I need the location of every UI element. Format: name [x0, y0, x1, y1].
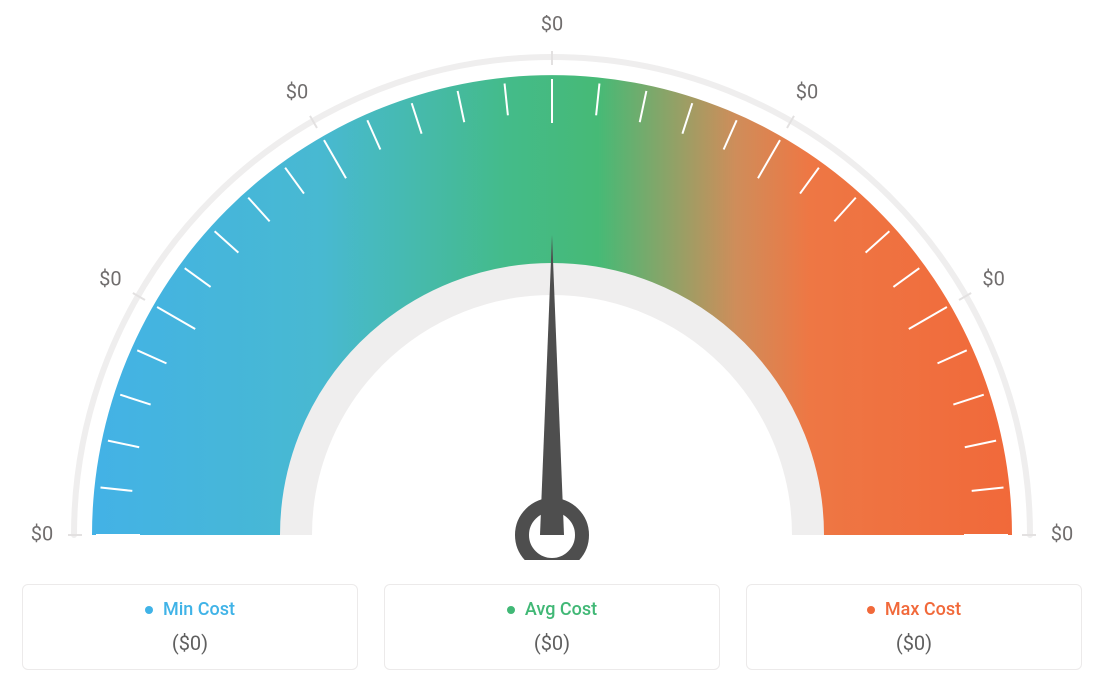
gauge-svg: $0 $0 $0 $0 $0 $0 $0 [22, 15, 1082, 560]
legend-card-min: Min Cost ($0) [22, 584, 358, 670]
legend-card-max: Max Cost ($0) [746, 584, 1082, 670]
svg-text:$0: $0 [99, 266, 121, 290]
svg-text:$0: $0 [286, 80, 308, 104]
legend-value-min: ($0) [33, 631, 347, 655]
legend-label-avg: Avg Cost [525, 601, 597, 619]
svg-text:$0: $0 [796, 80, 818, 104]
legend-dot-max [867, 606, 875, 614]
svg-text:$0: $0 [31, 521, 53, 545]
cost-gauge-widget: $0 $0 $0 $0 $0 $0 $0 Min Cost ($0) Avg Cost ($… [0, 0, 1104, 690]
legend-dot-min [145, 606, 153, 614]
legend-row: Min Cost ($0) Avg Cost ($0) Max Cost ($0… [22, 584, 1082, 670]
legend-label-min: Min Cost [163, 601, 235, 619]
legend-dot-avg [507, 606, 515, 614]
legend-card-avg: Avg Cost ($0) [384, 584, 720, 670]
legend-label-max: Max Cost [885, 601, 961, 619]
legend-value-max: ($0) [757, 631, 1071, 655]
gauge-chart: $0 $0 $0 $0 $0 $0 $0 [22, 15, 1082, 560]
svg-text:$0: $0 [1051, 521, 1073, 545]
svg-text:$0: $0 [982, 266, 1004, 290]
legend-value-avg: ($0) [395, 631, 709, 655]
svg-text:$0: $0 [541, 15, 563, 35]
